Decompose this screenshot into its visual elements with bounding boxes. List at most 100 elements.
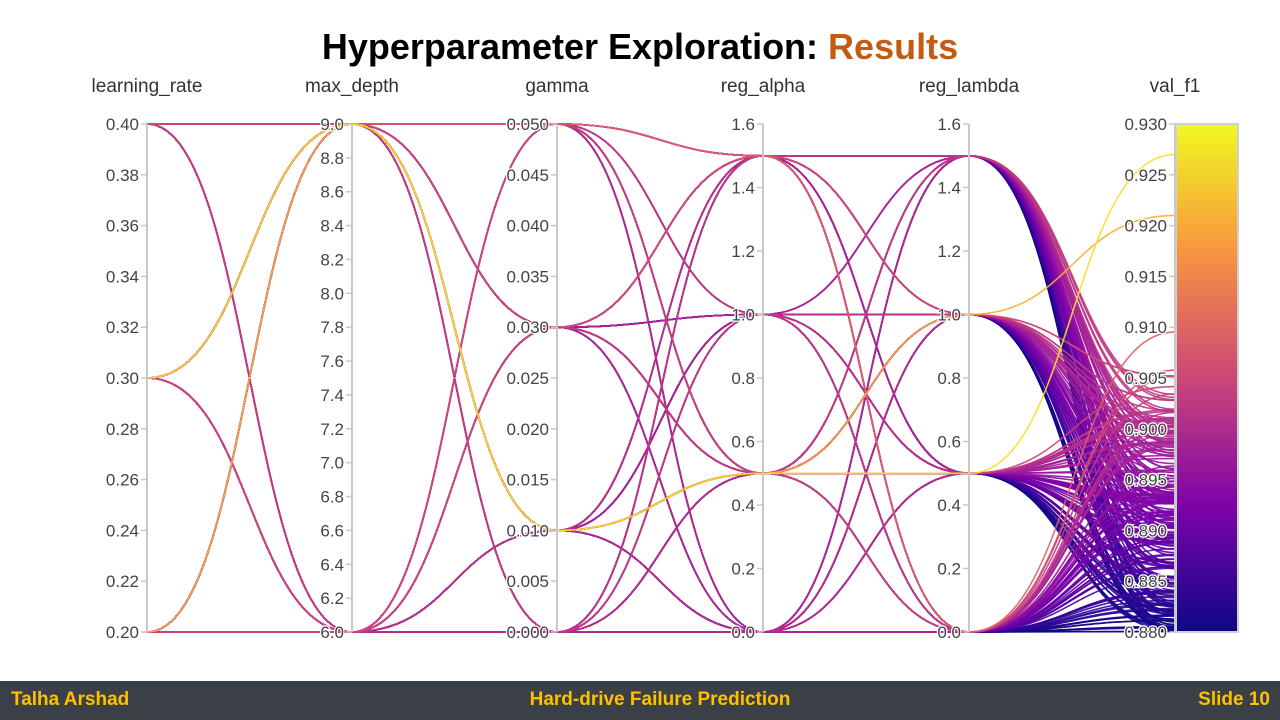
data-line (147, 123, 1176, 454)
data-line (146, 154, 1176, 633)
tick-label: 8.0 (320, 284, 344, 303)
data-line (146, 154, 1176, 633)
tick-label: 8.4 (320, 217, 344, 236)
tick-label: 0.040 (506, 217, 549, 236)
data-line (146, 154, 1176, 633)
data-line (146, 154, 1176, 633)
data-line (146, 154, 1176, 633)
tick-label: 0.6 (731, 433, 755, 452)
data-line (146, 155, 1176, 633)
tick-label: 0.8 (731, 369, 755, 388)
tick-label: 0.34 (106, 267, 139, 286)
tick-label: 8.8 (320, 149, 344, 168)
tick-label: 6.8 (320, 488, 344, 507)
tick-label: 0.910 (1124, 318, 1167, 337)
tick-label: 0.6 (937, 433, 961, 452)
data-line (146, 155, 1176, 633)
tick-label: 7.2 (320, 420, 344, 439)
tick-label: 1.2 (731, 242, 755, 261)
tick-label: 0.930 (1124, 115, 1167, 134)
tick-label: 8.2 (320, 250, 344, 269)
tick-label: 0.920 (1124, 217, 1167, 236)
tick-label: 0.0 (731, 623, 755, 642)
footer-project: Hard-drive Failure Prediction (529, 689, 791, 710)
tick-label: 0.8 (937, 369, 961, 388)
tick-label: 0.015 (506, 471, 549, 490)
data-line (146, 155, 1176, 633)
data-line (146, 123, 1176, 633)
tick-label: 0.0 (937, 623, 961, 642)
tick-label: 0.20 (106, 623, 139, 642)
data-line (146, 123, 1176, 532)
tick-label: 0.000 (506, 623, 549, 642)
tick-label: 0.4 (731, 496, 755, 515)
tick-label: 0.030 (506, 318, 549, 337)
tick-label: 1.0 (731, 306, 755, 325)
data-line (146, 154, 1176, 633)
data-line (146, 377, 1176, 633)
data-line (146, 377, 1176, 633)
data-line (146, 377, 1176, 633)
tick-label: 0.050 (506, 115, 549, 134)
data-line (146, 154, 1176, 633)
tick-label: 0.010 (506, 521, 549, 540)
tick-label: 6.2 (320, 589, 344, 608)
data-line (146, 377, 1176, 633)
data-line (146, 154, 1176, 633)
tick-label: 0.22 (106, 572, 139, 591)
data-line (146, 377, 1176, 633)
data-line (146, 123, 1176, 633)
tick-label: 1.4 (937, 179, 961, 198)
tick-label: 8.6 (320, 183, 344, 202)
tick-label: 1.0 (937, 306, 961, 325)
tick-label: 0.40 (106, 115, 139, 134)
tick-label: 0.885 (1124, 572, 1167, 591)
tick-label: 0.900 (1124, 420, 1167, 439)
axis-title-reg-alpha: reg_alpha (721, 76, 806, 97)
data-line (146, 154, 1176, 633)
tick-label: 0.895 (1124, 471, 1167, 490)
tick-label: 7.4 (320, 386, 344, 405)
tick-label: 7.0 (320, 454, 344, 473)
tick-label: 0.4 (937, 496, 961, 515)
axes: learning_rate 0.20 0.22 0.24 0.26 0.28 0.30 0.3… (92, 76, 1239, 643)
tick-label: 0.2 (731, 560, 755, 579)
tick-label: 0.925 (1124, 166, 1167, 185)
data-line (146, 155, 1176, 633)
tick-label: 6.4 (320, 555, 344, 574)
data-line (146, 155, 1176, 633)
tick-label: 7.8 (320, 318, 344, 337)
data-line (146, 154, 1176, 633)
tick-label: 0.880 (1124, 623, 1167, 642)
data-line (146, 154, 1176, 633)
tick-label: 0.905 (1124, 369, 1167, 388)
axis-title-reg-lambda: reg_lambda (919, 76, 1020, 97)
data-line (146, 154, 1176, 633)
data-line (146, 154, 1176, 633)
tick-label: 7.6 (320, 352, 344, 371)
tick-label: 1.6 (937, 115, 961, 134)
tick-label: 9.0 (320, 115, 344, 134)
axis-title-val-f1: val_f1 (1150, 76, 1201, 97)
tick-label: 0.890 (1124, 521, 1167, 540)
data-line (146, 154, 1176, 633)
tick-label: 6.0 (320, 623, 344, 642)
parallel-coordinates-chart: learning_rate 0.20 0.22 0.24 0.26 0.28 0.30 0.3… (92, 76, 1239, 643)
tick-label: 0.2 (937, 560, 961, 579)
slide-title: Hyperparameter Exploration: Results (0, 26, 1280, 68)
title-accent: Results (828, 26, 959, 67)
data-line (146, 154, 1176, 633)
footer-author: Talha Arshad (11, 689, 130, 710)
data-line (146, 155, 1176, 633)
data-line (146, 154, 1176, 633)
tick-label: 0.32 (106, 318, 139, 337)
footer-slide-number: Slide 10 (1198, 689, 1270, 710)
data-lines (146, 123, 1176, 633)
data-line (146, 154, 1176, 633)
tick-label: 0.38 (106, 166, 139, 185)
tick-label: 0.28 (106, 420, 139, 439)
axis-title-gamma: gamma (525, 76, 589, 97)
tick-label: 0.045 (506, 166, 549, 185)
data-line (146, 154, 1176, 633)
colorbar (1175, 123, 1239, 633)
